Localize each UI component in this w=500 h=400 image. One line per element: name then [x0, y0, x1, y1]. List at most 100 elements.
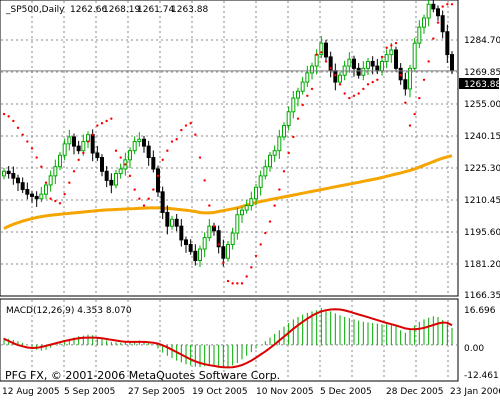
candle-body	[412, 42, 417, 69]
macd-subwindow[interactable]	[0, 298, 459, 382]
candle-body	[235, 214, 240, 234]
candle-body	[272, 150, 277, 156]
sar-dot	[208, 204, 211, 207]
sar-dot	[376, 78, 379, 81]
sar-dot	[390, 44, 393, 47]
sar-dot	[273, 204, 276, 207]
macd-axis[interactable]: 16.696 0.00 -12.461	[464, 306, 499, 381]
sar-dot	[301, 103, 304, 107]
candle-body	[440, 15, 445, 33]
sar-dot	[348, 96, 351, 100]
sar-dot	[63, 192, 66, 196]
candle-body	[104, 170, 109, 181]
candle-body	[118, 168, 123, 175]
sar-dot	[282, 170, 286, 173]
sar-dot	[404, 101, 407, 104]
sar-dot	[222, 261, 225, 264]
candle-body	[6, 170, 11, 175]
date-label: 27 Sep 2005	[128, 387, 185, 397]
macd-label: MACD(12,26,9) 4.353 8.070	[6, 306, 132, 316]
candle-body	[128, 150, 132, 161]
candle-body	[296, 90, 300, 99]
moving-average-layer	[3, 154, 453, 230]
candle-body	[30, 193, 34, 197]
price-axis-label: 1210.45	[464, 196, 500, 206]
candle-body	[2, 170, 6, 177]
candle-body	[188, 243, 193, 252]
macd-signal-line	[3, 308, 453, 369]
candle-body	[39, 193, 44, 200]
candle-body	[53, 166, 58, 177]
sar-dot	[226, 279, 230, 283]
sar-dot	[250, 266, 253, 269]
time-axis[interactable]: 12 Aug 2005 5 Sep 2005 27 Sep 2005 19 Oc…	[0, 380, 500, 397]
sar-dot	[16, 126, 20, 130]
sar-dot	[254, 254, 258, 258]
candle-body	[62, 143, 67, 156]
sar-dot	[184, 124, 188, 127]
sar-dot	[343, 92, 346, 95]
sar-dot	[194, 133, 197, 136]
candle-body	[384, 54, 389, 62]
sar-dot	[231, 282, 234, 285]
candle-body	[389, 49, 394, 56]
sar-dot	[427, 60, 430, 63]
main-grid	[1, 1, 457, 295]
candle-body	[20, 182, 25, 191]
sar-dot	[259, 243, 262, 246]
sar-dot	[82, 151, 85, 155]
candle-body	[142, 138, 146, 147]
sar-dot	[380, 55, 384, 59]
candle-body	[277, 136, 282, 152]
ohlc-open: 1262.66	[70, 5, 107, 15]
candle-body	[221, 246, 226, 259]
sar-dot	[128, 174, 132, 178]
candle-body	[137, 138, 142, 143]
candle-body	[95, 152, 100, 159]
sar-dot	[352, 94, 356, 97]
candle-body	[34, 195, 39, 200]
candle-body	[151, 157, 156, 170]
macd-histogram	[3, 308, 453, 368]
main-chart-area[interactable]	[0, 0, 459, 297]
candle-body	[72, 136, 76, 147]
candle-body	[48, 175, 53, 186]
candle-body	[240, 209, 244, 216]
sar-dot	[49, 197, 52, 200]
candle-body	[426, 3, 431, 19]
candle-body	[445, 31, 450, 56]
candle-body	[216, 230, 221, 248]
sar-dot	[96, 124, 99, 127]
sar-dot	[7, 115, 10, 118]
sar-dot	[21, 133, 24, 136]
price-axis-label: 1166.35	[464, 291, 500, 301]
price-axis-label: 1269.85	[464, 68, 500, 78]
sar-dot	[287, 151, 290, 155]
sar-dot	[264, 231, 267, 235]
candle-body	[100, 157, 104, 172]
macd-axis-label: -12.461	[464, 371, 499, 381]
sar-dot	[175, 138, 178, 141]
candle-body	[380, 60, 384, 72]
sar-dot	[35, 156, 38, 159]
sar-dot	[133, 188, 136, 191]
sar-dot	[203, 179, 206, 182]
candle-body	[291, 97, 296, 113]
candle-body	[263, 166, 268, 177]
candle-body	[366, 60, 370, 69]
sar-dot	[436, 21, 440, 24]
sar-dot	[408, 124, 412, 127]
sar-dot	[329, 67, 332, 70]
sar-dot	[371, 80, 374, 84]
candle-body	[286, 111, 291, 127]
candle-body	[431, 3, 436, 10]
candle-body	[230, 232, 235, 245]
candle-body	[160, 191, 165, 213]
copyright-text: PFG FX, © 2001-2006 MetaQuotes Software …	[5, 369, 280, 382]
sar-dot	[110, 117, 113, 120]
macd-signal-path	[3, 308, 453, 369]
sar-dot	[119, 156, 122, 159]
candle-body	[450, 54, 454, 72]
sar-dot	[77, 158, 80, 162]
price-axis[interactable]: 1284.70 1269.85 1263.88 1255.00 1240.15 …	[459, 36, 500, 301]
